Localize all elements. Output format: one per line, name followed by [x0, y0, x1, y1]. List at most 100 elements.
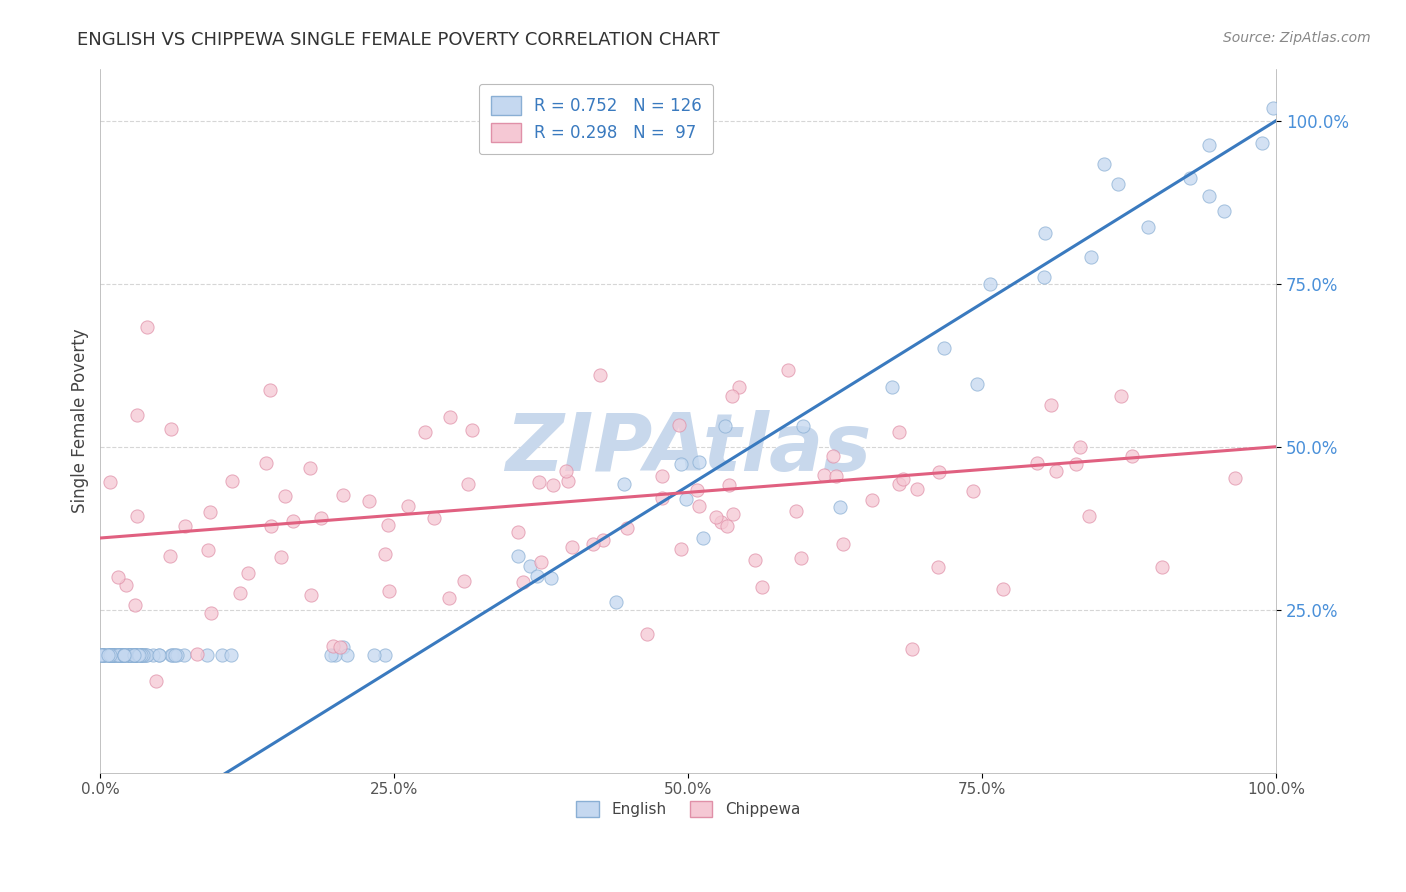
Point — [91, 648, 114, 663]
Point — [1045, 464, 1067, 478]
Point — [104, 648, 127, 663]
Point — [173, 648, 195, 663]
Point — [1213, 204, 1236, 219]
Point — [751, 580, 773, 594]
Point — [439, 410, 461, 425]
Point — [508, 549, 530, 564]
Point — [200, 606, 222, 620]
Point — [163, 648, 186, 663]
Point — [112, 648, 135, 663]
Point — [104, 648, 127, 663]
Point — [728, 379, 751, 393]
Point — [90, 648, 112, 663]
Point — [825, 469, 848, 483]
Point — [270, 549, 292, 564]
Point — [519, 558, 541, 573]
Point — [111, 648, 134, 663]
Point — [98, 648, 121, 663]
Point — [612, 476, 634, 491]
Point — [932, 341, 955, 355]
Point — [101, 648, 124, 663]
Point — [374, 547, 396, 561]
Point — [457, 476, 479, 491]
Point — [110, 648, 132, 663]
Point — [1121, 449, 1143, 463]
Point — [1064, 457, 1087, 471]
Point — [120, 648, 142, 663]
Point — [124, 648, 146, 663]
Point — [90, 648, 112, 663]
Point — [104, 648, 127, 663]
Point — [104, 648, 127, 663]
Point — [98, 648, 121, 663]
Point — [198, 505, 221, 519]
Point — [887, 476, 910, 491]
Point — [582, 537, 605, 551]
Point — [675, 491, 697, 506]
Point — [160, 422, 183, 436]
Point — [541, 477, 564, 491]
Point — [97, 648, 120, 663]
Point — [651, 469, 673, 483]
Point — [889, 425, 911, 440]
Point — [112, 648, 135, 663]
Point — [668, 417, 690, 432]
Point — [110, 648, 132, 663]
Point — [112, 648, 135, 663]
Point — [108, 648, 131, 663]
Point — [107, 648, 129, 663]
Point — [529, 475, 551, 489]
Point — [927, 560, 949, 574]
Point — [530, 555, 553, 569]
Point — [540, 571, 562, 585]
Point — [101, 648, 124, 663]
Point — [100, 648, 122, 663]
Point — [669, 542, 692, 557]
Point — [1261, 101, 1284, 115]
Point — [554, 464, 576, 478]
Point — [135, 648, 157, 663]
Point — [710, 515, 733, 529]
Point — [636, 626, 658, 640]
Point — [1026, 456, 1049, 470]
Point — [97, 648, 120, 663]
Point — [186, 647, 208, 661]
Point — [901, 642, 924, 657]
Point — [396, 499, 419, 513]
Point — [506, 524, 529, 539]
Point — [592, 533, 614, 547]
Point — [377, 518, 399, 533]
Point — [124, 648, 146, 663]
Point — [100, 648, 122, 663]
Point — [100, 648, 122, 663]
Point — [928, 465, 950, 479]
Point — [131, 648, 153, 663]
Point — [98, 475, 121, 489]
Point — [117, 648, 139, 663]
Point — [561, 540, 583, 554]
Point — [1033, 227, 1056, 241]
Point — [704, 509, 727, 524]
Point — [512, 574, 534, 589]
Point — [134, 648, 156, 663]
Point — [91, 648, 114, 663]
Point — [823, 449, 845, 463]
Point — [91, 648, 114, 663]
Point — [112, 648, 135, 663]
Text: ENGLISH VS CHIPPEWA SINGLE FEMALE POVERTY CORRELATION CHART: ENGLISH VS CHIPPEWA SINGLE FEMALE POVERT… — [77, 31, 720, 49]
Point — [413, 425, 436, 439]
Point — [283, 514, 305, 528]
Point — [686, 483, 709, 497]
Point — [129, 648, 152, 663]
Point — [148, 648, 170, 663]
Y-axis label: Single Female Poverty: Single Female Poverty — [72, 328, 89, 513]
Point — [461, 423, 484, 437]
Point — [125, 409, 148, 423]
Point — [1032, 270, 1054, 285]
Point — [101, 648, 124, 663]
Point — [717, 478, 740, 492]
Point — [173, 519, 195, 533]
Point — [129, 648, 152, 663]
Point — [142, 648, 165, 663]
Point — [374, 648, 396, 663]
